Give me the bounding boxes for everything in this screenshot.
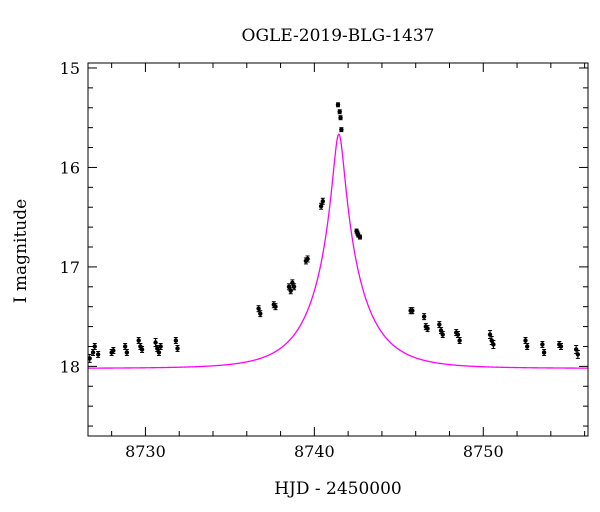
data-point [175, 346, 180, 351]
data-point [158, 344, 163, 349]
model-curve-layer [88, 133, 588, 369]
data-point [256, 306, 261, 311]
data-point [291, 284, 297, 289]
data-point [455, 332, 461, 337]
data-point [139, 347, 145, 352]
data-point [156, 350, 162, 355]
data-point [425, 326, 430, 331]
data-point [87, 356, 92, 361]
y-axis-label: I magnitude [11, 199, 31, 303]
data-point [541, 350, 547, 355]
data-point [410, 308, 415, 313]
x-tick-label: 8750 [463, 442, 504, 461]
y-tick-label: 15 [60, 59, 80, 78]
data-point [337, 109, 342, 114]
x-tick-label: 8740 [294, 442, 335, 461]
x-axis-label: HJD - 2450000 [274, 479, 402, 499]
axis-ticks: 8730 8740 8750 15 16 17 18 [60, 59, 588, 461]
data-point [95, 352, 101, 357]
data-point [440, 332, 445, 337]
data-point [122, 344, 128, 349]
data-point [338, 115, 343, 120]
data-point [258, 311, 263, 316]
data-point [491, 342, 496, 347]
data-point [437, 322, 442, 327]
data-point [173, 338, 179, 343]
y-tick-label: 17 [60, 258, 80, 277]
data-point [339, 127, 344, 132]
data-point [523, 338, 528, 343]
data-point [288, 288, 293, 293]
data-point [540, 342, 545, 347]
data-point [457, 338, 462, 343]
data-point [524, 344, 530, 349]
data-point [273, 304, 278, 309]
data-point [558, 344, 564, 349]
data-point [357, 234, 363, 240]
data-point [92, 344, 97, 349]
data-point [421, 314, 427, 319]
y-tick-label: 18 [60, 357, 80, 376]
data-point [153, 340, 158, 345]
plot-frame [87, 62, 589, 437]
data-point [335, 102, 341, 107]
y-tick-label: 16 [60, 158, 80, 177]
data-point [320, 199, 325, 204]
data-point [90, 350, 96, 355]
x-tick-label: 8730 [125, 442, 166, 461]
data-point [305, 256, 310, 262]
model-curve [88, 133, 588, 369]
data-point [136, 338, 141, 343]
data-point [111, 348, 116, 353]
data-point [575, 352, 581, 357]
data-points-layer [87, 102, 581, 363]
data-point [124, 350, 130, 355]
data-point [487, 332, 493, 337]
chart-title: OGLE-2019-BLG-1437 [242, 26, 435, 46]
data-point [318, 204, 324, 209]
